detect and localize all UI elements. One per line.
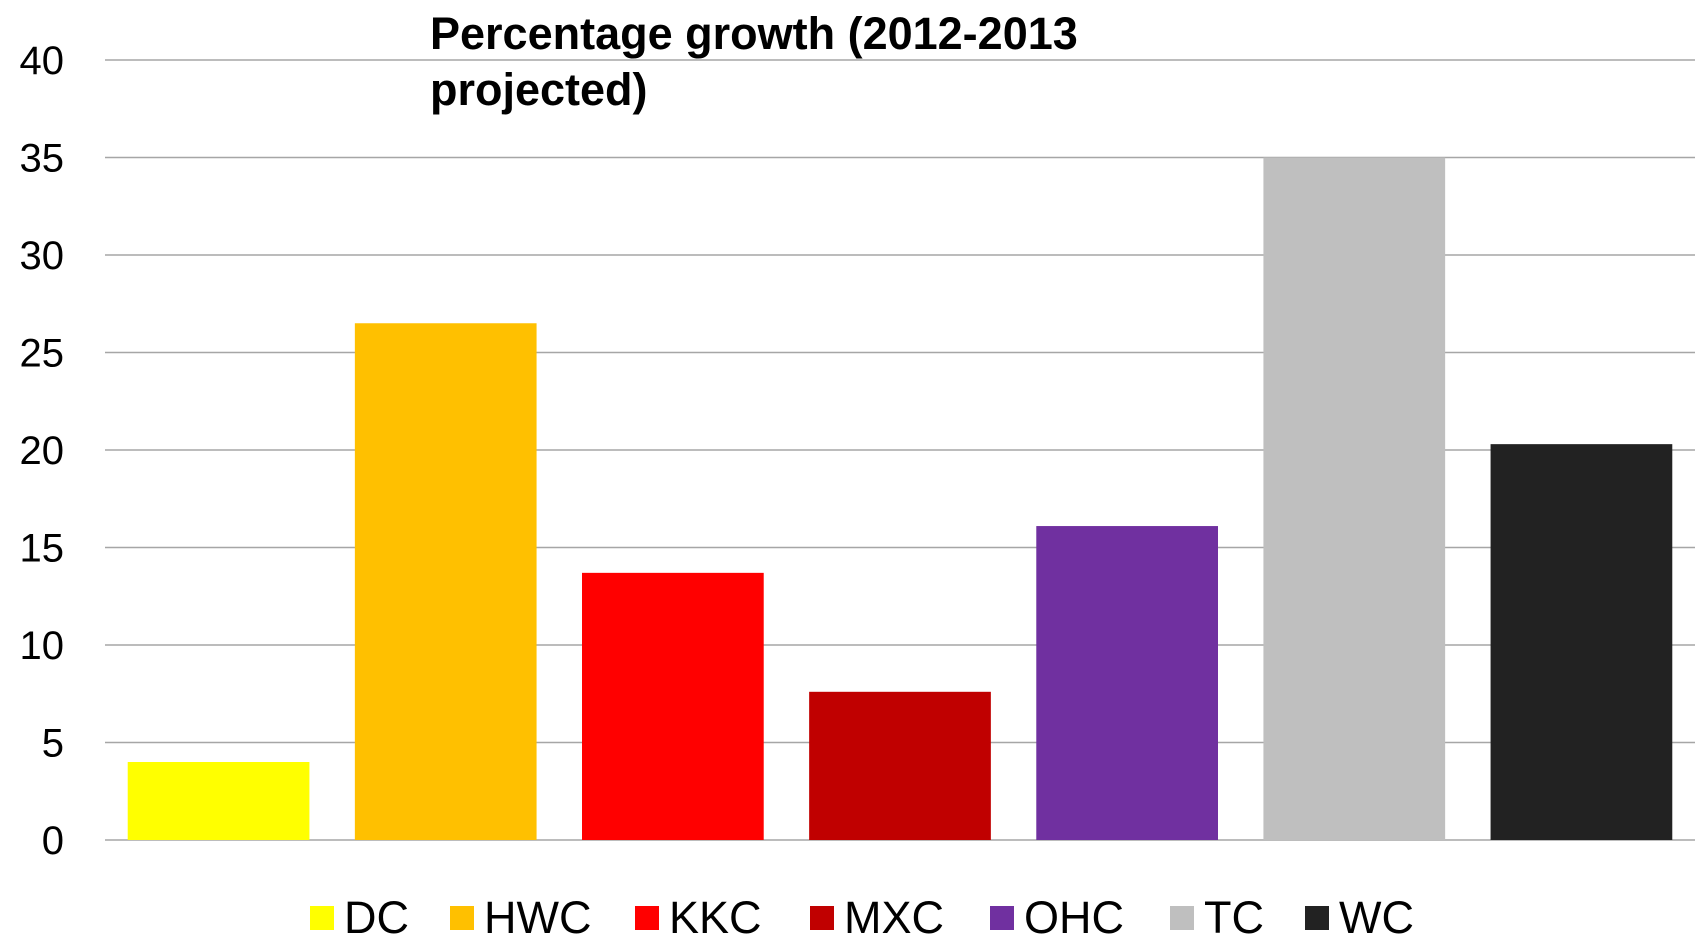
y-tick-label: 25 [20,332,65,376]
legend-label: HWC [484,892,592,943]
legend-item-kkc: KKC [635,892,762,943]
bar-dc [127,762,310,840]
legend-swatch [310,906,334,930]
y-tick-label: 35 [20,137,65,181]
chart-title: Percentage growth (2012-2013 projected) [430,8,1078,115]
legend-swatch [450,906,474,930]
bar-wc [1490,444,1673,840]
y-axis-tick-labels: 0 5 10 15 20 25 30 35 40 [20,39,65,863]
legend-swatch [1305,906,1329,930]
bar-ohc [1036,526,1218,840]
legend-label: OHC [1024,892,1124,943]
bars [127,157,1673,840]
legend-item-tc: TC [1170,892,1264,943]
legend-swatch [1170,906,1194,930]
legend-label: MXC [844,892,944,943]
legend-item-dc: DC [310,892,409,943]
legend-label: TC [1204,892,1264,943]
legend-item-ohc: OHC [990,892,1124,943]
legend-label: KKC [669,892,762,943]
legend-label: WC [1339,892,1414,943]
legend-swatch [990,906,1014,930]
legend-item-wc: WC [1305,892,1414,943]
legend-swatch [635,906,659,930]
legend: DC HWC KKC MXC OHC TC WC [0,892,1700,943]
y-tick-label: 40 [20,39,65,83]
y-tick-label: 5 [42,722,64,766]
y-tick-label: 30 [20,234,65,278]
legend-swatch [810,906,834,930]
y-tick-label: 10 [20,624,65,668]
legend-item-mxc: MXC [810,892,944,943]
bar-mxc [809,691,991,840]
bar-kkc [582,572,764,840]
bar-hwc [354,323,537,840]
y-tick-label: 20 [20,429,65,473]
y-tick-label: 15 [20,527,65,571]
bar-tc [1263,157,1446,840]
y-tick-label: 0 [42,819,64,863]
legend-label: DC [344,892,409,943]
legend-item-hwc: HWC [450,892,592,943]
